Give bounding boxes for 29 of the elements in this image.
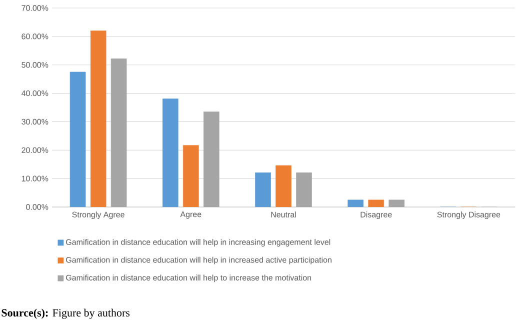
legend-label: Gamification in distance education will help to increase the motivation — [66, 274, 311, 282]
legend-label: Gamification in distance education will help in increasing engagement level — [66, 239, 330, 247]
y-tick-label: 0.00% — [26, 204, 48, 210]
x-tick-label: Strongly Agree — [72, 212, 124, 219]
y-tick-label: 50.00% — [22, 62, 48, 68]
bar — [70, 72, 86, 207]
bar — [388, 200, 404, 207]
bar — [255, 172, 271, 207]
bar — [204, 112, 220, 207]
bar — [110, 58, 127, 207]
text: Source(s): Figure by authors — [2, 308, 130, 319]
legend-label: Gamification in distance education will help in increased active participation — [66, 256, 332, 264]
x-tick-label: Agree — [180, 212, 202, 219]
y-tick-label: 30.00% — [22, 118, 48, 125]
y-tick-label: 20.00% — [22, 147, 48, 153]
bar — [368, 200, 384, 207]
bar — [183, 145, 199, 207]
y-tick-label: 10.00% — [22, 176, 48, 182]
bar — [276, 165, 292, 207]
bar — [162, 98, 178, 207]
bar — [90, 30, 106, 207]
y-tick-label: 60.00% — [22, 34, 48, 40]
x-tick-label: Neutral — [271, 212, 296, 218]
y-tick-label: 70.00% — [22, 5, 48, 11]
bar — [296, 172, 312, 207]
bar — [348, 200, 364, 207]
x-tick-label: Disagree — [360, 212, 392, 219]
x-tick-label: Strongly Disagree — [437, 212, 500, 219]
y-tick-label: 40.00% — [22, 90, 48, 96]
